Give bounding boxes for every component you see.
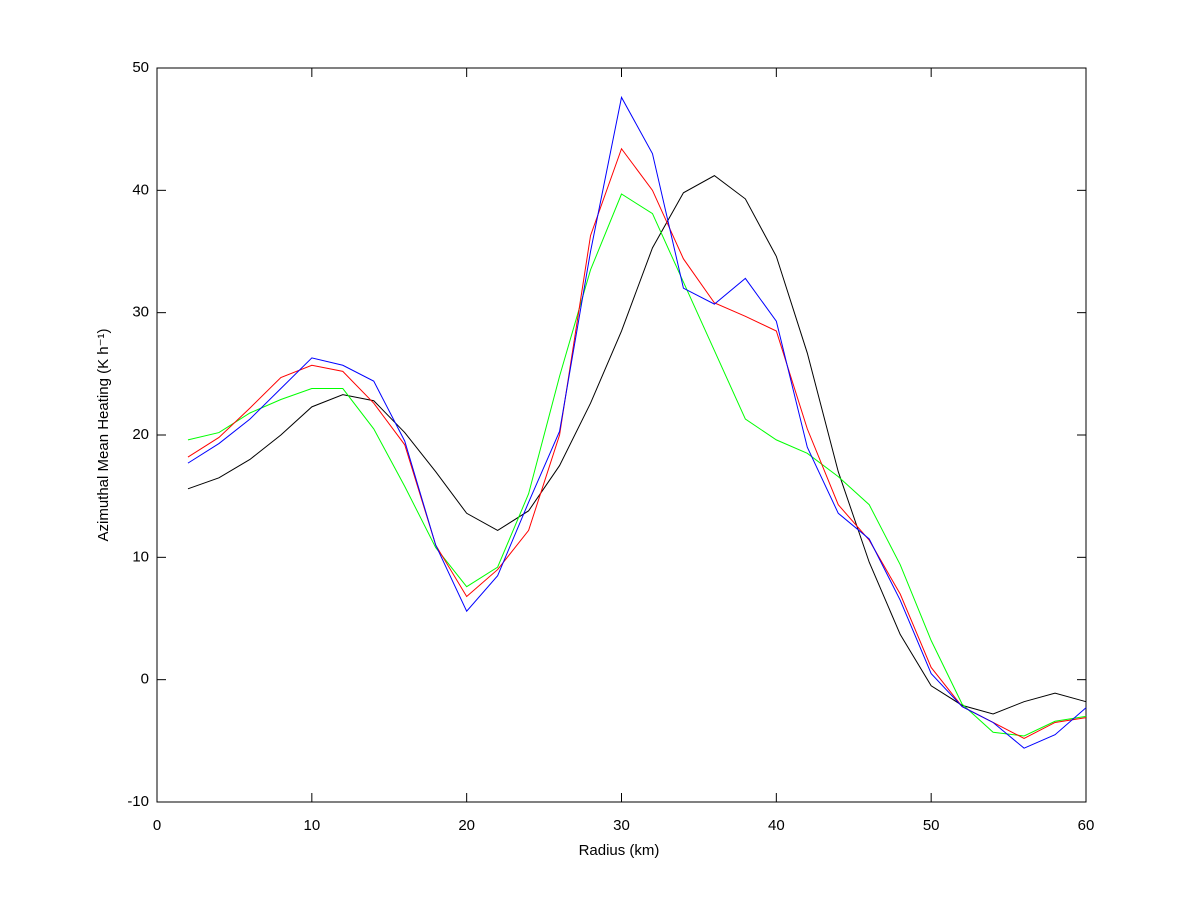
y-axis-label: Azimuthal Mean Heating (K h⁻¹)	[95, 328, 112, 541]
x-tick-label: 20	[458, 817, 475, 834]
y-tick-label: -10	[127, 793, 149, 810]
series-line	[187, 193, 1087, 737]
y-tick-label: 50	[132, 59, 149, 76]
y-tick-label: 20	[132, 426, 149, 443]
plot-frame	[156, 67, 1087, 803]
y-tick-label: 40	[132, 181, 149, 198]
series-line	[187, 175, 1087, 715]
x-tick-label: 40	[768, 817, 785, 834]
series-line	[187, 95, 1087, 749]
x-tick-label: 10	[303, 817, 320, 834]
series-line	[187, 147, 1087, 739]
y-tick-label: 10	[132, 548, 149, 565]
x-tick-label: 30	[613, 817, 630, 834]
x-tick-label: 0	[153, 817, 161, 834]
y-tick-label: 0	[141, 671, 149, 688]
x-tick-label: 60	[1078, 817, 1095, 834]
x-tick-label: 50	[923, 817, 940, 834]
x-axis-label: Radius (km)	[579, 842, 660, 859]
y-tick-label: 30	[132, 304, 149, 321]
